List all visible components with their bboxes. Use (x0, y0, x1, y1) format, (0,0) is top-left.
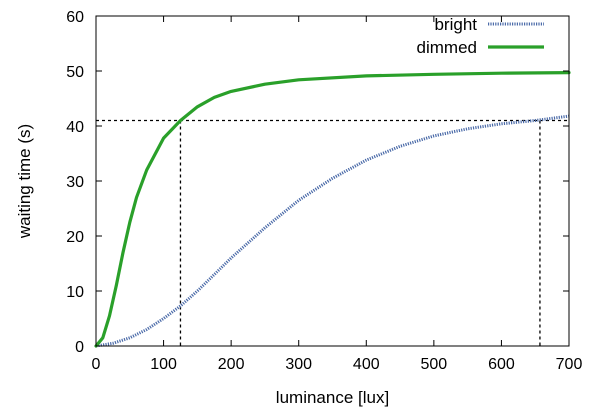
x-tick-label: 700 (556, 356, 583, 373)
x-tick-label: 600 (488, 356, 515, 373)
y-tick-label: 10 (66, 284, 84, 301)
x-axis-title: luminance [lux] (276, 388, 389, 407)
reference-lines (96, 119, 569, 346)
y-tick-label: 30 (66, 174, 84, 191)
x-tick-label: 100 (150, 356, 177, 373)
y-tick-label: 20 (66, 229, 84, 246)
legend-label-bright: bright (434, 15, 477, 34)
series-layer (94, 70, 571, 348)
y-axis-title: waiting time (s) (15, 124, 34, 239)
x-tick-label: 200 (218, 356, 245, 373)
legend-label-dimmed: dimmed (417, 38, 477, 57)
y-tick-label: 0 (75, 339, 84, 356)
series-line-bright (95, 114, 570, 348)
series-line-dimmed (94, 70, 571, 348)
y-tick-label: 60 (66, 9, 84, 26)
y-tick-label: 40 (66, 119, 84, 136)
x-tick-label: 400 (353, 356, 380, 373)
x-tick-label: 500 (421, 356, 448, 373)
ticks: 0 100 200 300 400 500 600 700 0 10 20 30 40 50 60 (66, 9, 582, 373)
x-tick-label: 0 (92, 356, 101, 373)
x-tick-label: 300 (285, 356, 312, 373)
legend: bright dimmed (417, 15, 544, 57)
y-tick-label: 50 (66, 64, 84, 81)
